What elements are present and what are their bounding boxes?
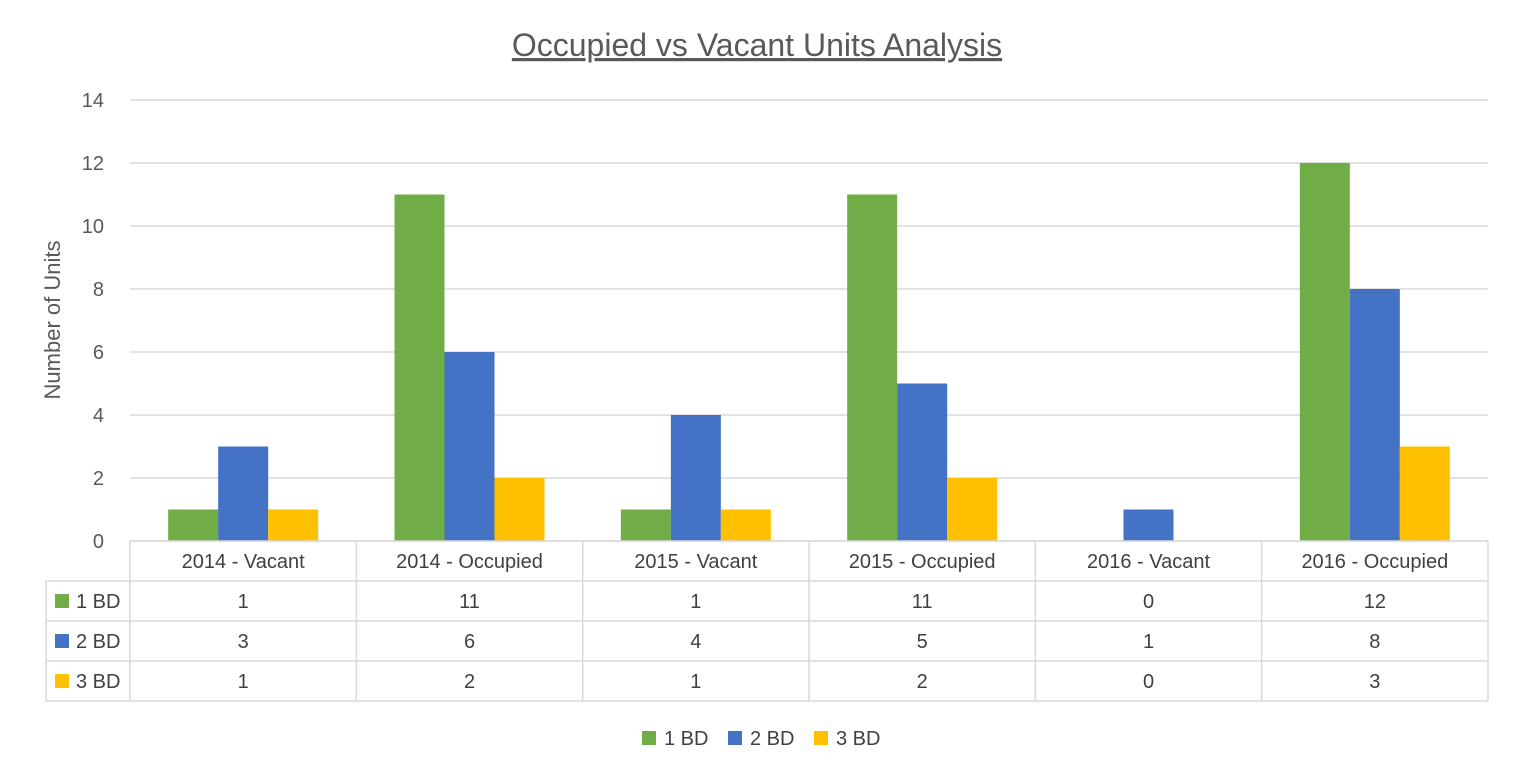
legend-swatch bbox=[814, 731, 828, 745]
gridlines bbox=[130, 99, 1488, 542]
bar bbox=[670, 415, 721, 541]
y-tick-label: 12 bbox=[82, 153, 104, 175]
y-tick-label: 0 bbox=[93, 531, 104, 553]
bar bbox=[620, 509, 671, 541]
table-cell: 1 bbox=[238, 591, 249, 613]
bar bbox=[394, 194, 445, 541]
bar bbox=[1299, 163, 1350, 541]
table-cell: 0 bbox=[1143, 591, 1154, 613]
legend-label: 3 BD bbox=[836, 728, 880, 750]
legend-label: 2 BD bbox=[750, 728, 794, 750]
bar bbox=[494, 478, 545, 541]
table-cell: 2 bbox=[917, 671, 928, 693]
legend-key bbox=[55, 674, 69, 688]
table-cell: 8 bbox=[1369, 631, 1380, 653]
table-cell: 1 bbox=[690, 671, 701, 693]
category-label: 2015 - Vacant bbox=[634, 551, 757, 573]
table-cell: 1 bbox=[1143, 631, 1154, 653]
legend-label: 1 BD bbox=[664, 728, 708, 750]
y-tick-label: 4 bbox=[93, 405, 104, 427]
bar bbox=[947, 478, 998, 541]
bar bbox=[1399, 446, 1450, 541]
legend-swatch bbox=[728, 731, 742, 745]
bar bbox=[218, 446, 269, 541]
table-cell: 1 bbox=[690, 591, 701, 613]
bar bbox=[268, 509, 319, 541]
table-cell: 2 bbox=[464, 671, 475, 693]
bar bbox=[847, 194, 898, 541]
y-axis-title: Number of Units bbox=[40, 241, 65, 400]
bar bbox=[1123, 509, 1174, 541]
y-tick-label: 8 bbox=[93, 279, 104, 301]
series-name: 1 BD bbox=[76, 591, 120, 613]
bar bbox=[168, 509, 219, 541]
bar bbox=[444, 352, 495, 541]
table-cell: 11 bbox=[912, 591, 933, 613]
category-label: 2014 - Vacant bbox=[182, 551, 305, 573]
bar bbox=[897, 383, 948, 541]
legend-key bbox=[55, 634, 69, 648]
category-label: 2016 - Vacant bbox=[1087, 551, 1210, 573]
table-cell: 5 bbox=[917, 631, 928, 653]
table-cell: 0 bbox=[1143, 671, 1154, 693]
series-name: 2 BD bbox=[76, 631, 120, 653]
table-cell: 12 bbox=[1364, 591, 1386, 613]
y-axis-ticks: 0 2 4 6 8 10 12 14 bbox=[82, 90, 104, 553]
y-tick-label: 2 bbox=[93, 468, 104, 490]
legend: 1 BD 2 BD 3 BD bbox=[642, 728, 880, 750]
bars bbox=[168, 163, 1450, 541]
table-cell: 1 bbox=[238, 671, 249, 693]
table-cell: 6 bbox=[464, 631, 475, 653]
category-label: 2016 - Occupied bbox=[1301, 551, 1448, 573]
legend-key bbox=[55, 594, 69, 608]
y-tick-label: 14 bbox=[82, 90, 104, 112]
y-tick-label: 10 bbox=[82, 216, 104, 238]
table-cell: 11 bbox=[459, 591, 480, 613]
chart-title: Occupied vs Vacant Units Analysis bbox=[512, 27, 1002, 63]
bar bbox=[720, 509, 771, 541]
category-label: 2014 - Occupied bbox=[396, 551, 543, 573]
y-tick-label: 6 bbox=[93, 342, 104, 364]
table-cell: 3 bbox=[238, 631, 249, 653]
data-table: 2014 - Vacant 2014 - Occupied 2015 - Vacan… bbox=[45, 540, 1489, 702]
series-name: 3 BD bbox=[76, 671, 120, 693]
table-cell: 3 bbox=[1369, 671, 1380, 693]
bar bbox=[1349, 289, 1400, 541]
category-label: 2015 - Occupied bbox=[849, 551, 996, 573]
table-cell: 4 bbox=[690, 631, 701, 653]
legend-swatch bbox=[642, 731, 656, 745]
